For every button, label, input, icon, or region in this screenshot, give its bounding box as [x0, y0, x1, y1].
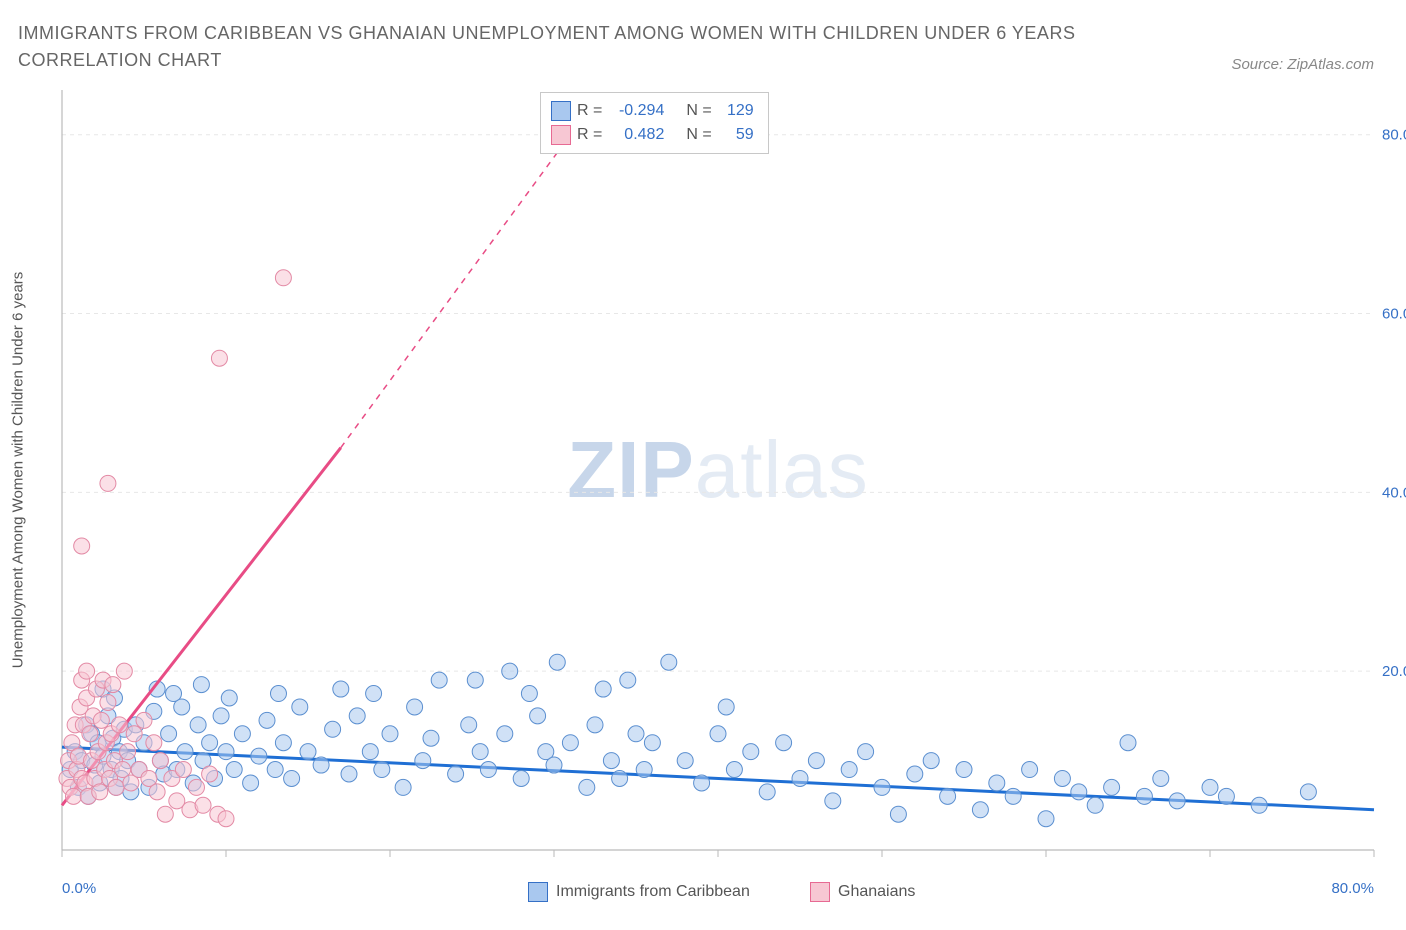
chart-container: IMMIGRANTS FROM CARIBBEAN VS GHANAIAN UN… [0, 0, 1406, 930]
r-label: R = [577, 99, 602, 123]
swatch-blue-icon [528, 882, 548, 902]
y-axis-label: Unemployment Among Women with Children U… [10, 272, 27, 669]
source-label: Source: ZipAtlas.com [1231, 56, 1374, 73]
r-value: -0.294 [608, 99, 664, 123]
n-label: N = [686, 99, 711, 123]
series-label: Ghanaians [838, 883, 915, 901]
svg-text:60.0%: 60.0% [1382, 306, 1406, 323]
svg-text:40.0%: 40.0% [1382, 484, 1406, 501]
series-label: Immigrants from Caribbean [556, 883, 750, 901]
swatch-pink-icon [810, 882, 830, 902]
stats-row-pink: R = 0.482 N = 59 [551, 123, 754, 147]
r-label: R = [577, 123, 602, 147]
series-legend-blue: Immigrants from Caribbean [528, 882, 750, 902]
plot-area: ZIPatlas 20.0%40.0%60.0%80.0% R = -0.294… [62, 90, 1374, 850]
stats-row-blue: R = -0.294 N = 129 [551, 99, 754, 123]
series-legend-pink: Ghanaians [810, 882, 915, 902]
x-axis-max: 80.0% [1331, 880, 1374, 897]
svg-text:80.0%: 80.0% [1382, 127, 1406, 144]
x-axis-min: 0.0% [62, 880, 96, 897]
chart-svg: 20.0%40.0%60.0%80.0% [62, 90, 1374, 890]
n-label: N = [686, 123, 711, 147]
n-value: 59 [718, 123, 754, 147]
svg-text:20.0%: 20.0% [1382, 663, 1406, 680]
stats-legend: R = -0.294 N = 129 R = 0.482 N = 59 [540, 92, 769, 154]
swatch-pink-icon [551, 125, 571, 145]
swatch-blue-icon [551, 101, 571, 121]
chart-title: IMMIGRANTS FROM CARIBBEAN VS GHANAIAN UN… [18, 20, 1118, 74]
n-value: 129 [718, 99, 754, 123]
r-value: 0.482 [608, 123, 664, 147]
